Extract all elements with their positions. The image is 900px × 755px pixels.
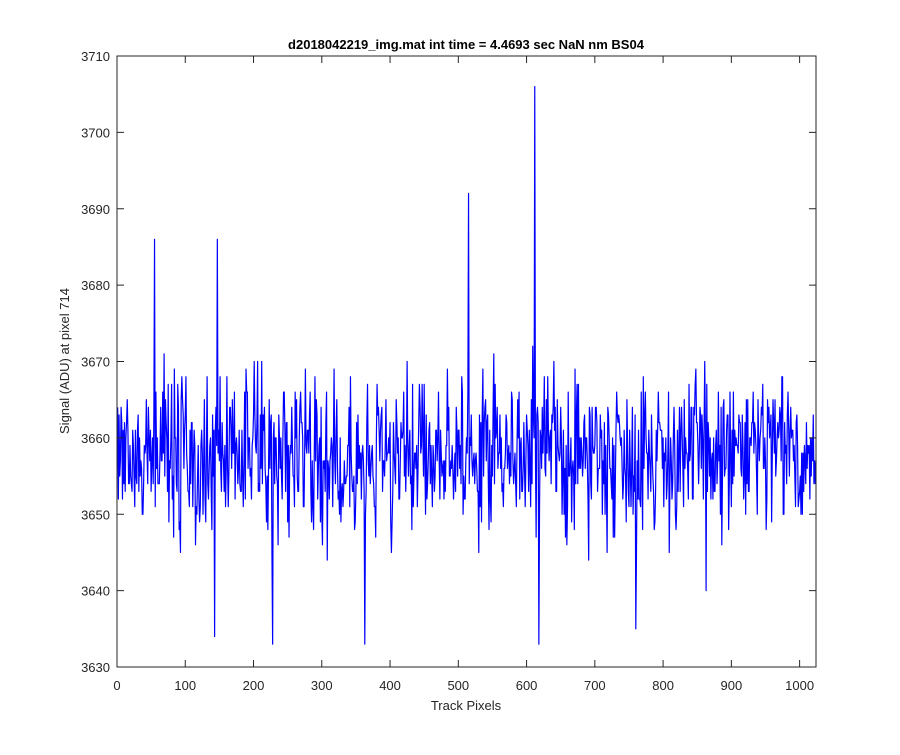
x-tick-label: 800 bbox=[652, 678, 674, 693]
x-tick-label: 500 bbox=[447, 678, 469, 693]
y-tick-label: 3630 bbox=[81, 660, 110, 675]
axes-layer: 0 100 200 300 400 500 600 700 800 900 1000 3630 3640… bbox=[81, 49, 817, 693]
y-axis-label: Signal (ADU) at pixel 714 bbox=[57, 288, 72, 434]
chart-title: d2018042219_img.mat int time = 4.4693 se… bbox=[288, 37, 645, 52]
x-tick-label: 0 bbox=[113, 678, 120, 693]
x-tick-label: 600 bbox=[516, 678, 538, 693]
x-axis-label: Track Pixels bbox=[431, 698, 502, 713]
x-tick-label: 1000 bbox=[785, 678, 814, 693]
y-tick-label: 3660 bbox=[81, 431, 110, 446]
x-tick-label: 300 bbox=[311, 678, 333, 693]
y-tick-label: 3690 bbox=[81, 202, 110, 217]
x-tick-label: 100 bbox=[174, 678, 196, 693]
y-tick-label: 3670 bbox=[81, 355, 110, 370]
series-line bbox=[117, 85, 817, 645]
series-layer bbox=[117, 85, 817, 645]
x-tick-label: 900 bbox=[721, 678, 743, 693]
x-tick-label: 700 bbox=[584, 678, 606, 693]
y-tick-label: 3700 bbox=[81, 125, 110, 140]
x-tick-label: 400 bbox=[379, 678, 401, 693]
y-tick-label: 3680 bbox=[81, 278, 110, 293]
y-tick-label: 3710 bbox=[81, 49, 110, 64]
plot-area bbox=[117, 56, 816, 667]
y-tick-label: 3650 bbox=[81, 507, 110, 522]
x-tick-label: 200 bbox=[243, 678, 265, 693]
y-tick-label: 3640 bbox=[81, 584, 110, 599]
